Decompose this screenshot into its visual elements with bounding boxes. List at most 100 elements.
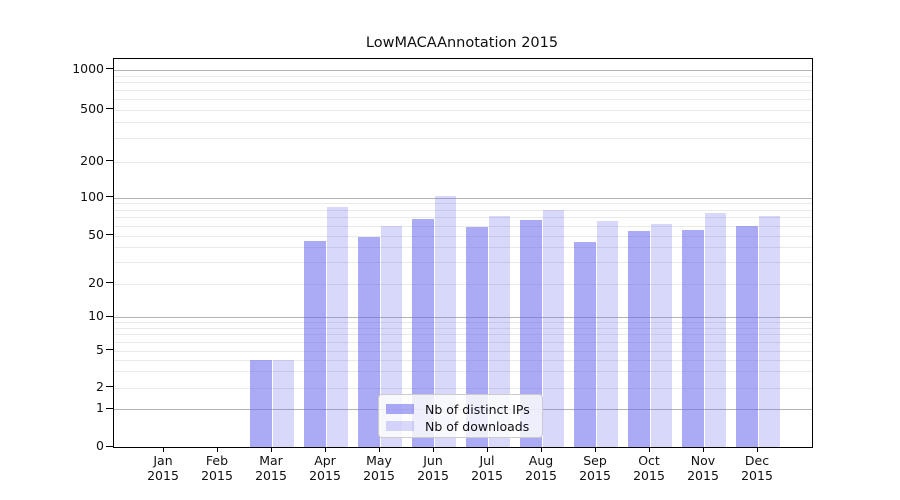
gridline-minor bbox=[114, 283, 812, 285]
chart-title: LowMACAAnnotation 2015 bbox=[365, 35, 559, 51]
gridline-minor bbox=[114, 122, 812, 124]
gridline-minor bbox=[114, 161, 812, 163]
bar-mar-ips bbox=[250, 359, 272, 447]
bar-nov-downloads bbox=[704, 212, 726, 447]
legend-item-downloads: Nb of downloads bbox=[386, 418, 542, 434]
gridline-minor bbox=[114, 75, 812, 77]
gridline-minor bbox=[114, 247, 812, 249]
x-tick-mark bbox=[162, 447, 164, 452]
bar-oct-downloads bbox=[650, 223, 672, 447]
y-tick-mark bbox=[106, 282, 113, 283]
bar-may-ips bbox=[358, 236, 380, 447]
y-tick-mark bbox=[106, 160, 113, 161]
gridline-minor bbox=[114, 82, 812, 84]
y-tick-mark bbox=[106, 349, 113, 350]
gridline-minor bbox=[114, 203, 812, 205]
y-tick-label: 1000 bbox=[72, 60, 104, 76]
gridline-minor bbox=[114, 217, 812, 219]
x-tick-label: Apr 2015 bbox=[309, 453, 341, 483]
x-tick-label: Feb 2015 bbox=[201, 453, 233, 483]
x-tick-label: May 2015 bbox=[363, 453, 395, 483]
gridline-minor bbox=[114, 322, 812, 324]
bar-may-downloads bbox=[380, 225, 402, 447]
bar-jun-downloads bbox=[434, 195, 456, 447]
x-tick-mark bbox=[702, 447, 704, 452]
gridline-minor bbox=[114, 327, 812, 329]
legend-swatch-distinct-ips-icon bbox=[386, 403, 414, 415]
gridline-minor bbox=[114, 225, 812, 227]
x-tick-mark bbox=[756, 447, 758, 452]
y-tick-label: 20 bbox=[88, 274, 104, 290]
y-tick-label: 10 bbox=[88, 308, 104, 323]
legend-swatch-downloads-icon bbox=[386, 420, 414, 432]
y-tick-label: 1 bbox=[96, 400, 104, 415]
x-tick-label: Nov 2015 bbox=[687, 453, 719, 483]
gridline-minor bbox=[114, 235, 812, 237]
x-tick-label: Aug 2015 bbox=[525, 453, 557, 483]
gridline-minor bbox=[114, 90, 812, 92]
bar-apr-downloads bbox=[326, 207, 348, 447]
y-tick-mark bbox=[106, 68, 113, 69]
y-tick-label: 500 bbox=[80, 100, 104, 116]
x-tick-mark bbox=[594, 447, 596, 452]
gridline-minor bbox=[114, 334, 812, 336]
x-tick-mark bbox=[324, 447, 326, 452]
gridline-decade bbox=[114, 317, 812, 318]
x-tick-mark bbox=[378, 447, 380, 452]
x-tick-label: Dec 2015 bbox=[741, 453, 773, 483]
gridline-minor bbox=[114, 387, 812, 389]
bar-sep-ips bbox=[574, 242, 596, 447]
gridline-minor bbox=[114, 98, 812, 100]
bar-nov-ips bbox=[682, 230, 704, 447]
x-tick-mark bbox=[270, 447, 272, 452]
bar-oct-ips bbox=[628, 231, 650, 447]
bar-jul-downloads bbox=[488, 216, 510, 447]
legend-label-downloads: Nb of downloads bbox=[425, 418, 530, 434]
gridline-minor bbox=[114, 350, 812, 352]
y-tick-label: 5 bbox=[96, 341, 104, 357]
y-tick-mark bbox=[106, 108, 113, 109]
bar-jul-ips bbox=[466, 227, 488, 447]
gridline-minor bbox=[114, 138, 812, 140]
x-tick-mark bbox=[648, 447, 650, 452]
plot-area: Nb of distinct IPs Nb of downloads bbox=[113, 58, 813, 448]
bar-dec-downloads bbox=[758, 215, 780, 447]
gridline-minor bbox=[114, 109, 812, 111]
bar-sep-downloads bbox=[596, 221, 618, 447]
y-tick-label: 100 bbox=[80, 188, 104, 204]
gridline-minor bbox=[114, 209, 812, 211]
gridline-minor bbox=[114, 371, 812, 373]
x-tick-label: Oct 2015 bbox=[633, 453, 665, 483]
legend-item-distinct-ips: Nb of distinct IPs bbox=[386, 401, 542, 417]
y-tick-mark bbox=[106, 196, 113, 197]
y-tick-mark bbox=[106, 407, 113, 409]
x-tick-label: Mar 2015 bbox=[255, 453, 287, 483]
legend: Nb of distinct IPs Nb of downloads bbox=[378, 394, 543, 438]
gridline-minor bbox=[114, 341, 812, 343]
y-tick-mark bbox=[106, 234, 113, 235]
gridline-decade bbox=[114, 197, 812, 199]
bar-jun-ips bbox=[412, 218, 434, 447]
legend-label-distinct-ips: Nb of distinct IPs bbox=[425, 401, 530, 417]
x-tick-label: Jul 2015 bbox=[471, 453, 503, 483]
gridline-minor bbox=[114, 359, 812, 361]
gridline-minor bbox=[114, 262, 812, 264]
y-tick-label: 200 bbox=[80, 152, 104, 168]
y-tick-label: 50 bbox=[88, 226, 104, 242]
x-tick-label: Jun 2015 bbox=[417, 453, 449, 483]
bar-mar-downloads bbox=[272, 359, 294, 447]
y-tick-mark bbox=[106, 315, 113, 317]
x-tick-mark bbox=[486, 447, 488, 452]
bar-dec-ips bbox=[736, 226, 758, 447]
bar-aug-ips bbox=[520, 220, 542, 447]
x-tick-mark bbox=[216, 447, 218, 452]
x-tick-mark bbox=[540, 447, 542, 452]
y-tick-label: 0 bbox=[96, 438, 104, 453]
y-tick-mark bbox=[106, 386, 113, 387]
y-tick-mark bbox=[106, 445, 113, 447]
x-tick-label: Sep 2015 bbox=[579, 453, 611, 483]
bar-apr-ips bbox=[304, 241, 326, 447]
bar-aug-downloads bbox=[542, 209, 564, 447]
x-tick-mark bbox=[432, 447, 434, 452]
